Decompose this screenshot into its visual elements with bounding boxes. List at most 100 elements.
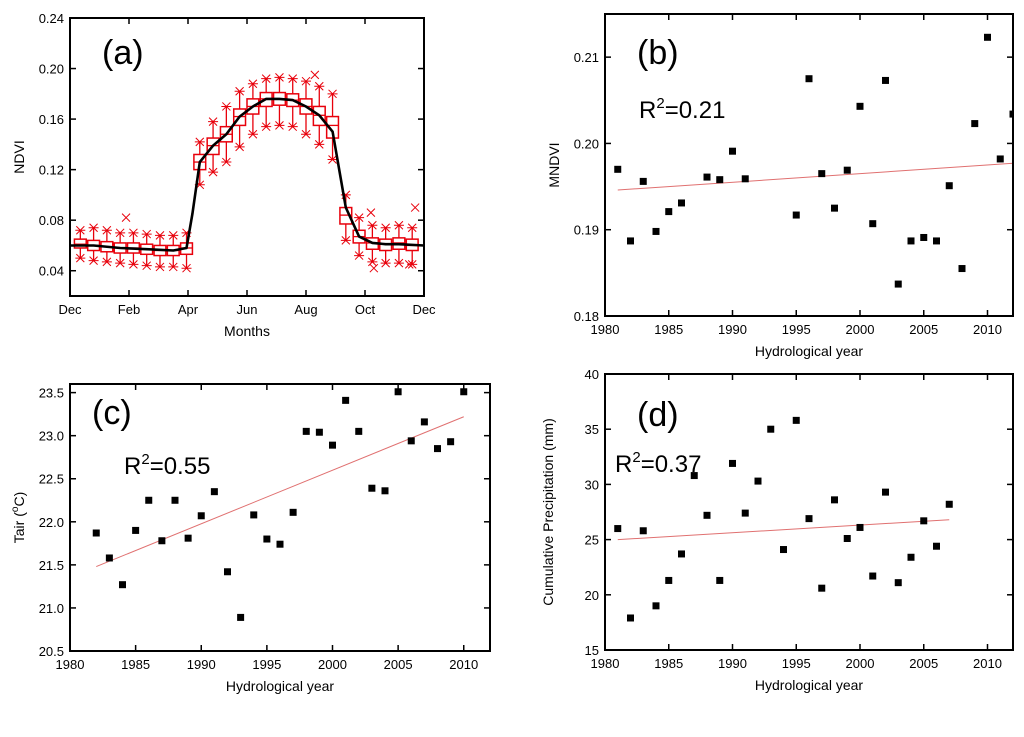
x-tick-label: Dec (58, 302, 82, 317)
data-point (250, 511, 258, 519)
data-point (237, 613, 245, 621)
y-tick-label: 0.19 (574, 223, 599, 238)
panel-d: 1980 1985 1990 1995 2000 2005 2010 15 20 25 30 35 40… (540, 367, 1014, 693)
box-extreme-marker (314, 140, 325, 149)
data-point (447, 438, 455, 446)
data-point (894, 579, 902, 587)
data-point (792, 211, 800, 219)
y-tick-label: 30 (585, 477, 599, 492)
outlier-marker (404, 260, 414, 269)
x-tick-label: Oct (355, 302, 376, 317)
x-tick-label: 1990 (187, 657, 216, 672)
panel-label: (c) (92, 394, 132, 432)
y-tick-label: 20.5 (39, 644, 64, 659)
box-extreme-marker (88, 256, 99, 265)
data-point (818, 584, 826, 592)
box-extreme-marker (380, 258, 391, 268)
panel-a: Dec Feb Apr Jun Aug Oct Dec 0.04 0.08 0.12 0.16 0.2… (11, 11, 436, 339)
panel-label: (b) (637, 34, 679, 72)
r-squared-base: R (639, 97, 656, 124)
box-extreme-marker (407, 223, 418, 233)
box-extreme-marker (393, 258, 404, 268)
r-squared-label: R2=0.37 (615, 449, 701, 478)
x-tick-label: 1985 (654, 322, 683, 337)
x-axis-label: Hydrological year (755, 343, 863, 359)
box-extreme-marker (380, 223, 391, 233)
data-point (933, 237, 940, 245)
box-extreme-marker (314, 81, 325, 91)
box-extreme-marker (234, 86, 245, 96)
panel-label: (d) (637, 396, 679, 434)
r-squared-base: R (615, 451, 632, 478)
data-point (856, 523, 864, 531)
data-point (945, 182, 953, 190)
data-point (665, 208, 673, 216)
data-point (729, 459, 736, 467)
x-tick-label: Jun (237, 302, 258, 317)
plot-frame (69, 383, 491, 652)
data-point (729, 147, 736, 155)
data-point (678, 550, 685, 558)
data-point (716, 576, 724, 584)
x-tick-label: 2005 (909, 656, 938, 671)
box-extreme-marker (208, 167, 219, 177)
y-axis-label: Tair (oC) (10, 492, 27, 543)
data-point (856, 102, 864, 110)
box-extreme-marker (367, 220, 378, 230)
data-point (434, 445, 441, 453)
box-extreme-marker (115, 258, 126, 268)
data-point (224, 568, 231, 576)
data-point (639, 527, 647, 535)
x-tick-label: 2000 (846, 656, 875, 671)
box-extreme-marker (354, 213, 365, 223)
data-point (920, 517, 928, 525)
box-extreme-marker (261, 74, 272, 84)
r-squared-value: =0.55 (150, 453, 211, 480)
data-point (132, 526, 140, 534)
data-point (933, 542, 940, 550)
x-tick-label: 1980 (56, 657, 85, 672)
mean-line (70, 97, 424, 252)
data-point (639, 177, 647, 185)
box-extreme-marker (101, 225, 112, 235)
box-extreme-marker (340, 236, 351, 245)
box-extreme-marker (327, 89, 338, 99)
data-point (805, 75, 813, 83)
data-point (754, 477, 762, 485)
data-point (843, 166, 851, 174)
data-point (614, 525, 622, 533)
box-extreme-marker (168, 230, 179, 240)
data-point (210, 488, 218, 496)
data-point (831, 204, 838, 212)
y-tick-label: 21.5 (39, 558, 64, 573)
x-tick-label: 1980 (591, 656, 620, 671)
data-point (843, 534, 851, 542)
y-tick-label: 40 (585, 367, 599, 382)
box-extreme-marker (181, 263, 192, 273)
box-extreme-marker (128, 228, 139, 238)
x-tick-label: 2000 (318, 657, 347, 672)
y-tick-label: 15 (585, 643, 599, 658)
x-axis-label: Hydrological year (226, 678, 334, 694)
data-point (882, 488, 889, 496)
y-axis-label: NDVI (11, 140, 27, 173)
box-extreme-marker (327, 155, 338, 164)
data-point (652, 227, 660, 235)
x-tick-label: 1995 (782, 322, 811, 337)
data-point (971, 120, 979, 128)
data-point (381, 487, 389, 495)
y-axis-label: Cumulative Precipitation (mm) (540, 418, 556, 606)
box-extreme-marker (393, 220, 404, 230)
plot-frame (69, 17, 425, 297)
data-point (355, 427, 363, 435)
x-tick-label: Apr (178, 302, 199, 317)
data-point (741, 175, 749, 183)
outlier-marker (366, 208, 376, 217)
data-point (741, 509, 749, 517)
r-squared-base: R (124, 453, 141, 480)
y-tick-label: 23.5 (39, 386, 64, 401)
plot-area (92, 388, 468, 621)
y-tick-label: 0.21 (574, 50, 599, 65)
data-point (652, 602, 660, 610)
y-tick-label: 0.04 (39, 264, 64, 279)
